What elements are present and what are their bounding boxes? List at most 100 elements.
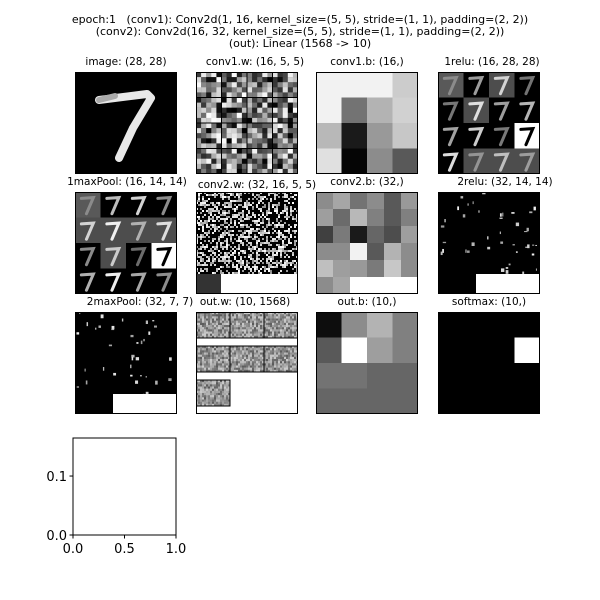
heatmap-cell (392, 312, 418, 338)
heatmap-cell (401, 260, 418, 278)
conv1-b-panel (316, 72, 418, 174)
heatmap-cell (401, 209, 418, 227)
heatmap-cell (384, 277, 402, 294)
x-tick-label: 1.0 (166, 542, 187, 557)
heatmap-cell (316, 312, 342, 338)
heatmap-cell (489, 337, 515, 364)
softmax-panel (438, 312, 540, 414)
heatmap-cell (316, 388, 342, 414)
heatmap-cell (350, 192, 368, 210)
heatmap-cell (463, 312, 490, 338)
heatmap-cell (341, 97, 368, 124)
heatmap-cell (367, 337, 393, 364)
heatmap-cell (367, 123, 393, 149)
heatmap-cell (438, 337, 464, 364)
heatmap-cell (401, 243, 418, 261)
heatmap-cell (367, 260, 385, 278)
heatmap-cell (514, 388, 540, 414)
heatmap-cell (341, 123, 368, 149)
loss-axes-frame (72, 437, 177, 536)
panel-title-1maxpool: 1maxPool: (16, 14, 14) (67, 176, 187, 188)
heatmap-cell (384, 226, 402, 244)
heatmap-cell (316, 209, 334, 227)
heatmap-cell (316, 260, 334, 278)
heatmap-cell (384, 192, 402, 210)
heatmap-cell (316, 192, 334, 210)
1relu-panel (438, 72, 540, 174)
y-tick-label: 0.0 (46, 529, 67, 544)
heatmap-cell (489, 363, 515, 389)
heatmap-cell (367, 226, 385, 244)
heatmap-cell (367, 388, 393, 414)
heatmap-cell (514, 363, 540, 389)
heatmap-cell (333, 226, 351, 244)
heatmap-cell (392, 388, 418, 414)
heatmap-cell (401, 226, 418, 244)
heatmap-cell (316, 363, 342, 389)
heatmap-cell (350, 277, 368, 294)
heatmap-cell (350, 243, 368, 261)
heatmap-cell (514, 312, 540, 338)
2maxpool-panel (75, 312, 177, 414)
heatmap-cell (392, 123, 418, 149)
y-tick-label: 0.1 (46, 470, 67, 485)
heatmap-cell (367, 209, 385, 227)
heatmap-cell (316, 97, 342, 124)
panel-title-conv2-w: conv2.w: (32, 16, 5, 5) (197, 179, 317, 191)
panel-title-conv1-w: conv1.w: (16, 5, 5) (205, 56, 305, 68)
panel-title-2maxpool: 2maxPool: (32, 7, 7) (86, 296, 194, 308)
heatmap-cell (350, 209, 368, 227)
heatmap-cell (367, 148, 393, 174)
heatmap-cell (463, 363, 490, 389)
panel-title-softmax: softmax: (10,) (451, 296, 527, 308)
heatmap-cell (316, 226, 334, 244)
heatmap-cell (333, 192, 351, 210)
heatmap-cell (333, 260, 351, 278)
heatmap-cell (438, 363, 464, 389)
panel-title-2relu: 2relu: (32, 14, 14) (457, 176, 553, 188)
heatmap-cell (316, 243, 334, 261)
heatmap-cell (316, 72, 342, 98)
heatmap-cell (333, 277, 351, 294)
out-b-panel (316, 312, 418, 414)
heatmap-cell (367, 363, 393, 389)
heatmap-cell (367, 277, 385, 294)
panel-title-conv2-b: conv2.b: (32,) (330, 176, 404, 188)
heatmap-cell (392, 363, 418, 389)
heatmap-cell (489, 388, 515, 414)
heatmap-cell (333, 243, 351, 261)
heatmap-cell (384, 209, 402, 227)
loss-chart: loss: 0.1645 0.0 0.5 1.0 0.0 0.1 (0, 420, 200, 564)
heatmap-cell (333, 209, 351, 227)
heatmap-cell (401, 192, 418, 210)
heatmap-cell (463, 337, 490, 364)
heatmap-cell (401, 277, 418, 294)
loss-title: loss: 0.1645 (93, 430, 157, 432)
panel-title-out-b: out.b: (10,) (337, 296, 397, 308)
heatmap-cell (367, 97, 393, 124)
panel-title-out-w: out.w: (10, 1568) (199, 296, 291, 308)
heatmap-cell (341, 363, 368, 389)
heatmap-cell (384, 260, 402, 278)
figure-title-line-1: epoch:1 (conv1): Conv2d(1, 16, kernel_si… (71, 13, 529, 26)
heatmap-cell (367, 243, 385, 261)
heatmap-cell (392, 97, 418, 124)
heatmap-cell (341, 148, 368, 174)
heatmap-cell (341, 337, 368, 364)
figure-title-line-2: (conv2): Conv2d(16, 32, kernel_size=(5, … (95, 25, 505, 38)
panel-title-conv1-b: conv1.b: (16,) (330, 56, 404, 68)
x-tick-label: 0.0 (63, 542, 84, 557)
heatmap-cell (367, 72, 393, 98)
heatmap-cell (316, 123, 342, 149)
heatmap-cell (341, 312, 368, 338)
heatmap-cell (367, 312, 393, 338)
heatmap-cell (392, 337, 418, 364)
heatmap-cell (463, 388, 490, 414)
heatmap-cell (489, 312, 515, 338)
conv2-w-panel (196, 192, 298, 294)
heatmap-cell (367, 192, 385, 210)
heatmap-cell (341, 388, 368, 414)
x-tick-label: 0.5 (114, 542, 135, 557)
heatmap-cell (316, 277, 334, 294)
heatmap-cell (392, 148, 418, 174)
